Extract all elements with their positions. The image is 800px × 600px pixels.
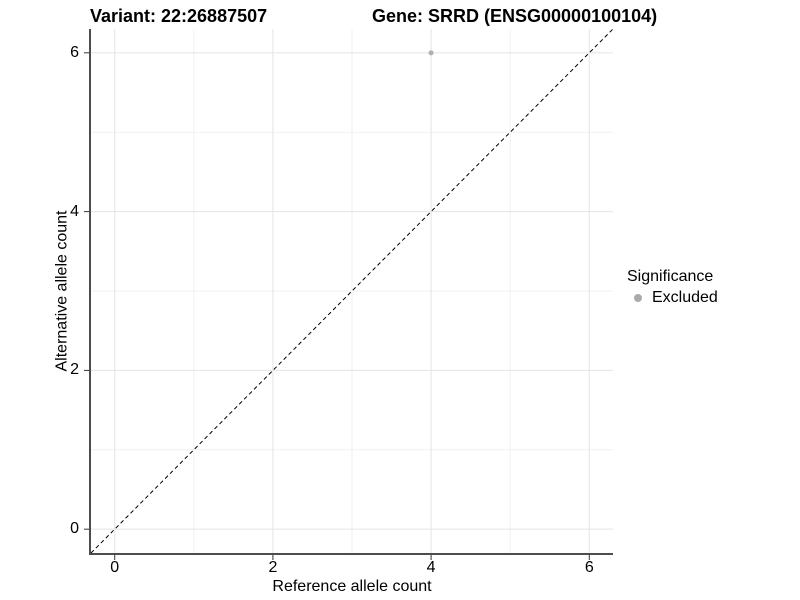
variant-title: Variant: 22:26887507 [90,6,268,26]
data-point [428,50,434,56]
x-tick-label: 2 [268,559,278,576]
y-tick-label: 4 [70,202,79,220]
legend-item-label: Excluded [652,289,718,306]
identity-dashed-line [90,28,614,554]
excluded-point-icon [634,293,642,302]
y-tick-label: 2 [70,361,79,379]
legend-item-excluded: Excluded [627,287,718,308]
x-tick-label: 0 [110,559,120,576]
y-tick-label: 0 [70,520,79,538]
y-tick-label: 6 [70,43,79,61]
plot-panel [84,28,614,560]
y-axis-title: Alternative allele count [53,210,71,372]
legend-title: Significance [627,268,714,285]
plot-canvas [84,28,614,560]
gene-title: Gene: SRRD (ENSG00000100104) [372,6,658,26]
x-tick-label: 4 [426,559,436,576]
legend: Significance Excluded [627,266,718,308]
x-tick-label: 6 [584,559,594,576]
x-axis-title: Reference allele count [272,578,432,595]
